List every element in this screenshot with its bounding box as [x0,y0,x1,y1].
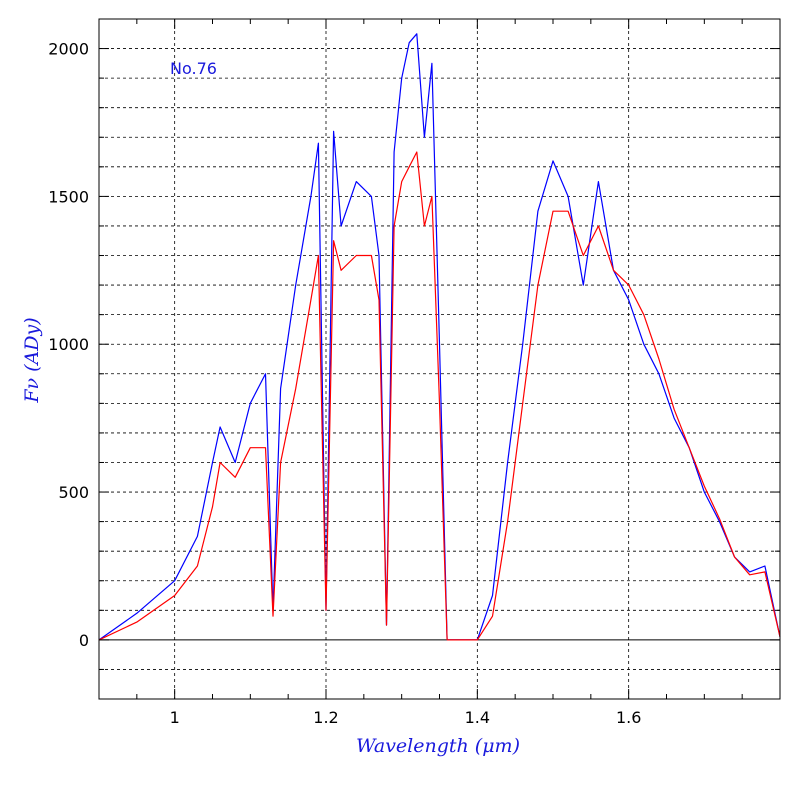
y-tick-label: 500 [58,483,89,502]
series-line [98,151,781,641]
series-layer [98,33,781,641]
tick-labels: 0 500 1000 1500 2000 1 1.2 1.4 1.6 [48,40,641,727]
y-tick-label: 2000 [48,40,89,59]
y-tick-label: 0 [79,631,89,650]
x-tick-label: 1.2 [313,708,338,727]
x-axis-label: Wavelength (μm) [356,735,520,757]
tick-marks [98,18,781,700]
x-tick-label: 1 [170,708,180,727]
series-line [98,33,781,641]
y-tick-label: 1000 [48,335,89,354]
y-axis-label: Fν (ADy) [21,317,43,403]
x-tick-label: 1.6 [616,708,641,727]
spectrum-annotation: No.76 [170,59,217,78]
y-tick-label: 1500 [48,187,89,206]
x-tick-label: 1.4 [465,708,490,727]
